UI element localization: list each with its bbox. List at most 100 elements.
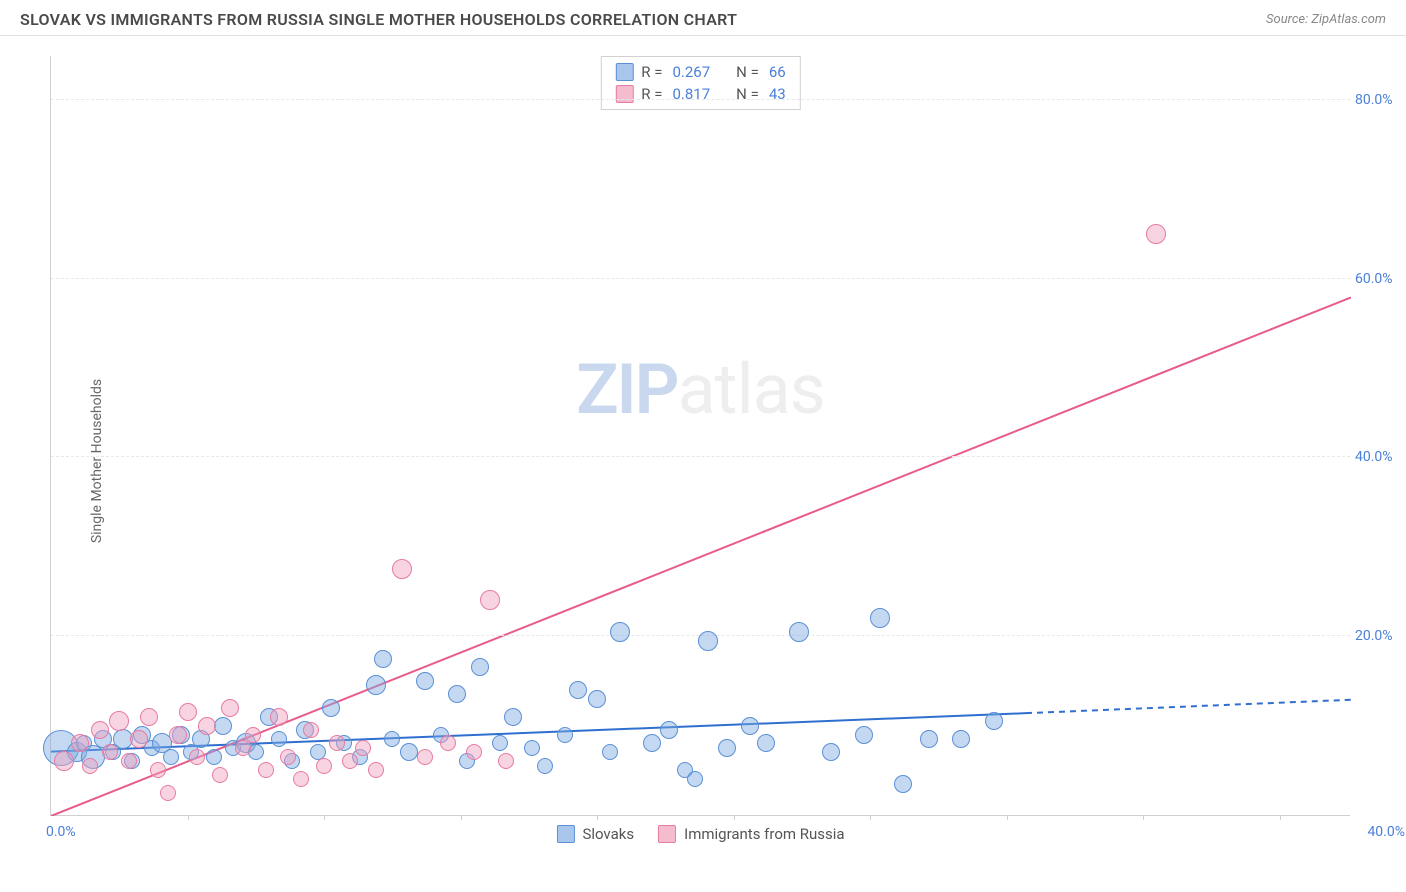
- x-tick-mark: [1007, 815, 1008, 820]
- legend-top: R =0.267N =66R =0.817N =43: [600, 56, 800, 110]
- scatter-point: [71, 734, 89, 752]
- title-bar: SLOVAK VS IMMIGRANTS FROM RUSSIA SINGLE …: [0, 0, 1406, 36]
- scatter-point: [698, 631, 718, 651]
- scatter-point: [121, 753, 137, 769]
- scatter-point: [952, 730, 970, 748]
- scatter-point: [504, 708, 522, 726]
- scatter-point: [718, 739, 736, 757]
- scatter-point: [212, 767, 228, 783]
- scatter-point: [366, 675, 386, 695]
- scatter-point: [270, 708, 288, 726]
- scatter-point: [163, 749, 179, 765]
- scatter-point: [102, 744, 118, 760]
- x-tick-mark: [597, 815, 598, 820]
- scatter-point: [400, 743, 418, 761]
- scatter-point: [160, 785, 176, 801]
- chart-title: SLOVAK VS IMMIGRANTS FROM RUSSIA SINGLE …: [20, 10, 737, 29]
- legend-n-value: 43: [769, 85, 786, 103]
- y-tick-label: 40.0%: [1355, 449, 1406, 465]
- scatter-point: [258, 762, 274, 778]
- scatter-point: [480, 590, 500, 610]
- scatter-point: [384, 731, 400, 747]
- legend-series-label: Slovaks: [582, 825, 634, 843]
- scatter-point: [221, 699, 239, 717]
- scatter-point: [293, 771, 309, 787]
- scatter-point: [643, 734, 661, 752]
- scatter-point: [894, 775, 912, 793]
- scatter-point: [169, 726, 187, 744]
- legend-bottom-item: Slovaks: [556, 825, 634, 843]
- scatter-point: [920, 730, 938, 748]
- y-tick-label: 80.0%: [1355, 92, 1406, 108]
- legend-n-label: N =: [736, 63, 759, 81]
- scatter-point: [179, 703, 197, 721]
- scatter-point: [374, 650, 392, 668]
- legend-top-row: R =0.817N =43: [615, 83, 785, 105]
- gridline: [51, 278, 1350, 279]
- gridline: [51, 456, 1350, 457]
- scatter-point: [789, 622, 809, 642]
- scatter-point: [416, 672, 434, 690]
- scatter-point: [537, 758, 553, 774]
- scatter-point: [524, 740, 540, 756]
- scatter-point: [206, 749, 222, 765]
- legend-swatch: [615, 63, 633, 81]
- scatter-point: [1146, 224, 1166, 244]
- x-tick-mark: [734, 815, 735, 820]
- scatter-point: [569, 681, 587, 699]
- scatter-point: [271, 731, 287, 747]
- scatter-point: [189, 749, 205, 765]
- x-tick-mark: [870, 815, 871, 820]
- scatter-point: [109, 711, 129, 731]
- legend-swatch: [556, 825, 574, 843]
- x-tick-label: 40.0%: [1367, 824, 1405, 840]
- watermark-zip: ZIP: [576, 349, 677, 431]
- x-tick-mark: [461, 815, 462, 820]
- legend-series-label: Immigrants from Russia: [684, 825, 844, 843]
- scatter-point: [610, 622, 630, 642]
- scatter-point: [855, 726, 873, 744]
- scatter-point: [741, 717, 759, 735]
- scatter-point: [822, 743, 840, 761]
- scatter-point: [198, 717, 216, 735]
- scatter-point: [245, 727, 261, 743]
- scatter-point: [150, 762, 166, 778]
- scatter-point: [329, 735, 345, 751]
- x-tick-mark: [1280, 815, 1281, 820]
- scatter-point: [660, 721, 678, 739]
- legend-r-value: 0.267: [672, 63, 710, 81]
- scatter-point: [280, 749, 296, 765]
- scatter-point: [130, 730, 148, 748]
- legend-r-label: R =: [641, 85, 662, 103]
- source-label: Source: ZipAtlas.com: [1266, 12, 1386, 27]
- trend-lines-svg: [51, 56, 1351, 816]
- gridline: [51, 99, 1350, 100]
- scatter-point: [588, 690, 606, 708]
- scatter-point: [466, 744, 482, 760]
- scatter-point: [235, 740, 251, 756]
- legend-n-label: N =: [736, 85, 759, 103]
- scatter-point: [214, 717, 232, 735]
- scatter-point: [303, 722, 319, 738]
- scatter-point: [342, 753, 358, 769]
- scatter-point: [91, 721, 109, 739]
- scatter-point: [471, 658, 489, 676]
- y-tick-label: 60.0%: [1355, 271, 1406, 287]
- legend-bottom: Slovaks Immigrants from Russia: [556, 825, 844, 843]
- legend-top-row: R =0.267N =66: [615, 61, 785, 83]
- watermark: ZIPatlas: [576, 349, 825, 431]
- scatter-point: [985, 712, 1003, 730]
- legend-swatch: [658, 825, 676, 843]
- legend-swatch: [615, 85, 633, 103]
- x-tick-label: 0.0%: [46, 824, 76, 840]
- scatter-point: [440, 735, 456, 751]
- chart-container: Single Mother Households ZIPatlas R =0.2…: [0, 36, 1406, 886]
- x-tick-mark: [188, 815, 189, 820]
- scatter-point: [870, 608, 890, 628]
- scatter-point: [316, 758, 332, 774]
- legend-bottom-item: Immigrants from Russia: [658, 825, 844, 843]
- legend-r-label: R =: [641, 63, 662, 81]
- x-tick-mark: [324, 815, 325, 820]
- watermark-atlas: atlas: [678, 349, 825, 431]
- scatter-point: [82, 758, 98, 774]
